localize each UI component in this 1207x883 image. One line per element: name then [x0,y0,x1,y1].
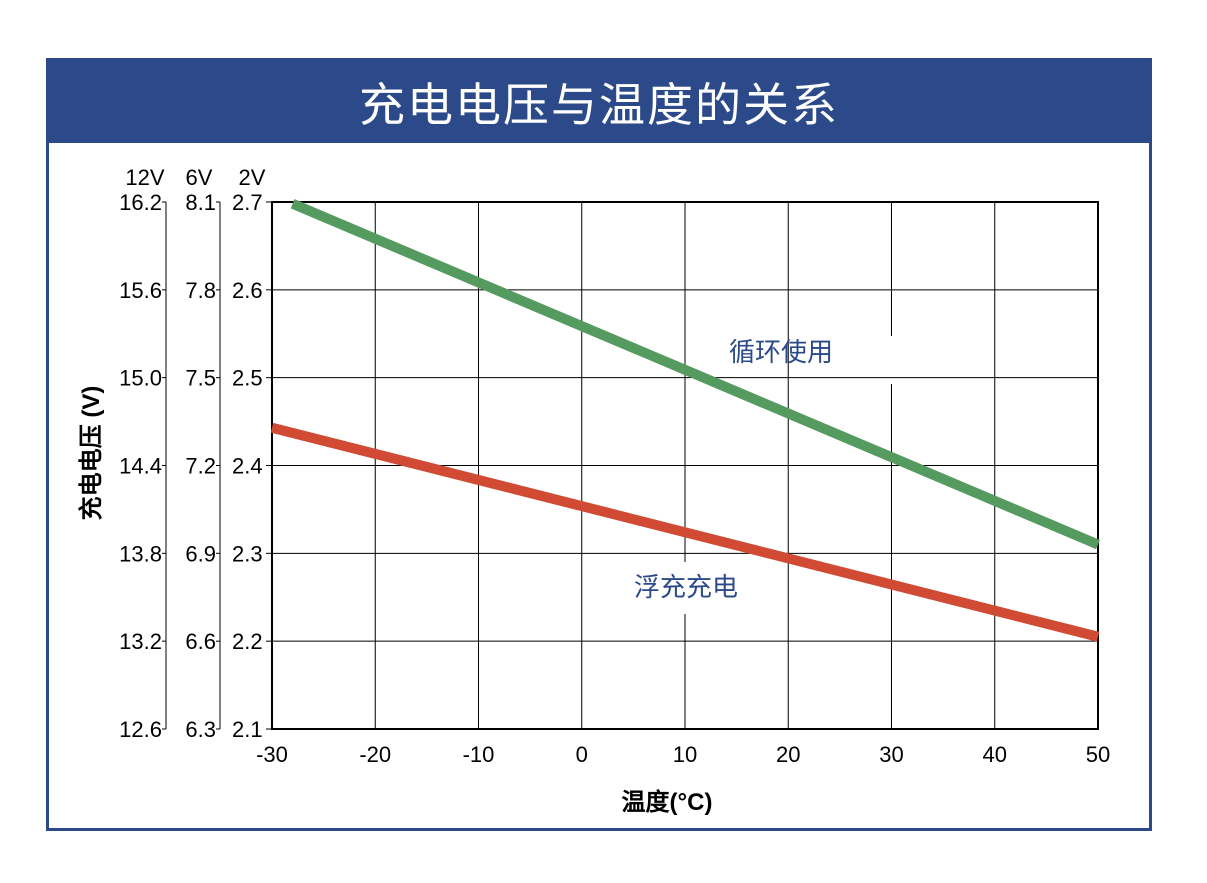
x-tick-label: -30 [256,742,288,767]
y-tick-label: 2.6 [232,278,263,303]
x-tick-label: 40 [983,742,1007,767]
y-tick-label: 15.0 [119,366,162,391]
y-axis-header: 6V [186,165,213,190]
x-axis-title: 温度(°C) [622,788,713,816]
series-line [270,422,1100,642]
title-bar: 充电电压与温度的关系 [49,61,1149,143]
y-tick-label: 7.5 [185,366,216,391]
series-line [290,199,1100,550]
page-title: 充电电压与温度的关系 [359,78,839,132]
y-axis-title: 充电电压 (V) [77,386,105,521]
y-tick-label: 7.8 [185,278,216,303]
y-tick-label: 2.2 [232,629,263,654]
y-tick-label: 2.4 [232,454,263,479]
y-tick-label: 6.6 [185,629,216,654]
y-tick-label: 8.1 [185,190,216,215]
y-tick-label: 13.8 [119,541,162,566]
x-tick-label: 30 [879,742,903,767]
y-tick-label: 15.6 [119,278,162,303]
y-axis-header: 2V [239,165,266,190]
y-axis-header: 12V [125,165,164,190]
y-tick-label: 2.7 [232,190,263,215]
y-tick-label: 7.2 [185,454,216,479]
y-tick-label: 2.3 [232,541,263,566]
series-label: 循环使用 [729,337,833,367]
y-tick-label: 16.2 [119,190,162,215]
y-tick-label: 2.1 [232,717,263,742]
x-tick-label: -10 [463,742,495,767]
x-tick-label: 50 [1086,742,1110,767]
y-tick-label: 12.6 [119,717,162,742]
y-tick-label: 6.9 [185,541,216,566]
x-tick-label: 0 [576,742,588,767]
series-label: 浮充充电 [634,572,738,602]
y-tick-label: 13.2 [119,629,162,654]
x-tick-label: 20 [776,742,800,767]
x-tick-label: 10 [673,742,697,767]
x-tick-label: -20 [359,742,391,767]
y-tick-label: 6.3 [185,717,216,742]
y-tick-label: 2.5 [232,366,263,391]
y-tick-label: 14.4 [119,454,162,479]
chart-frame: 充电电压与温度的关系 [46,58,1152,831]
